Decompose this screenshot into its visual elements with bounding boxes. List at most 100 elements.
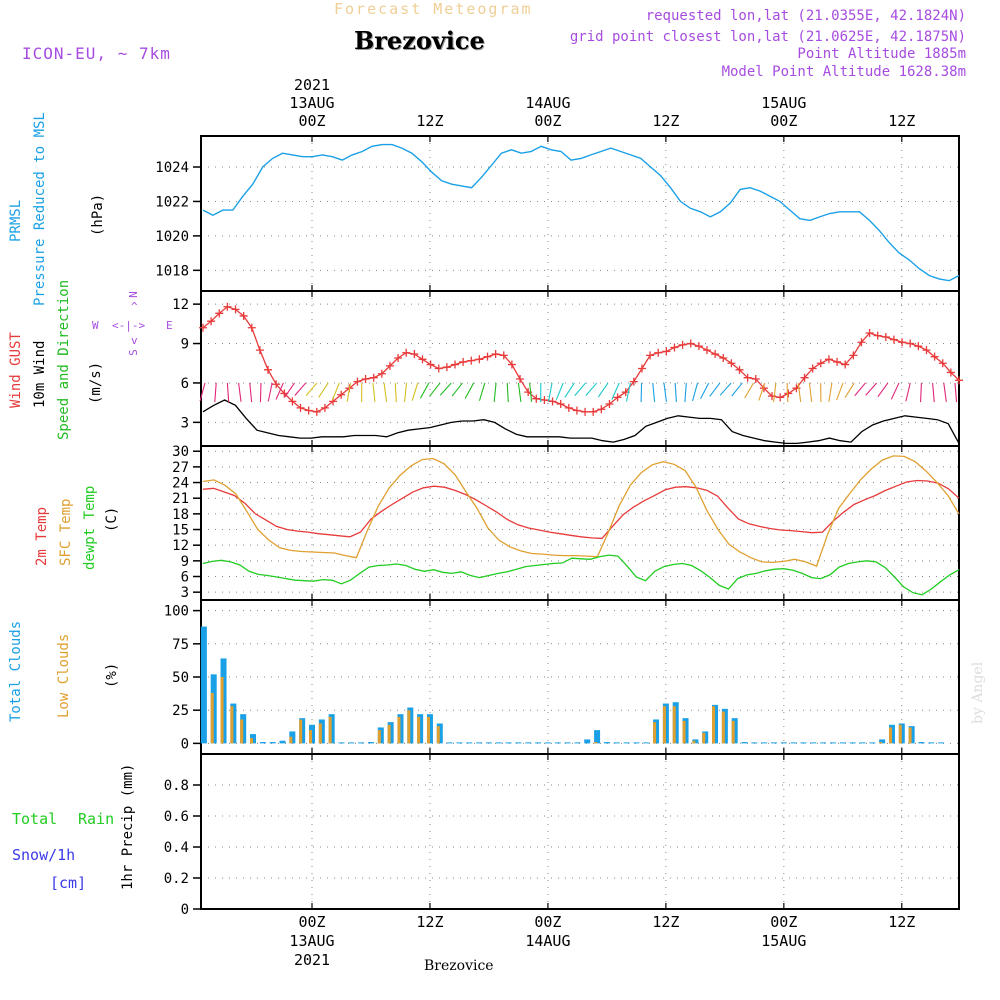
total-clouds-bar bbox=[928, 742, 935, 744]
gust-marker bbox=[808, 364, 817, 373]
wind-arrow bbox=[226, 382, 230, 403]
wind-arrow bbox=[692, 382, 699, 402]
compass-w: W bbox=[92, 319, 99, 332]
wind-arrow bbox=[493, 382, 497, 403]
wind-arrow bbox=[517, 382, 522, 402]
gust-marker bbox=[264, 365, 273, 374]
wind-arrow bbox=[684, 382, 687, 403]
gust-marker bbox=[239, 311, 248, 320]
y-tick-label: 6 bbox=[181, 570, 189, 586]
y-tick-label: 6 bbox=[181, 376, 189, 392]
wind-arrow bbox=[275, 382, 284, 400]
gust-marker bbox=[833, 357, 842, 366]
gust-marker bbox=[581, 407, 590, 416]
low-clouds-bar bbox=[407, 710, 411, 744]
gust-line bbox=[202, 306, 960, 413]
total-clouds-bar bbox=[259, 742, 266, 744]
gust-marker bbox=[654, 348, 663, 357]
low-clouds-bar bbox=[309, 730, 312, 744]
top-time-label-l3: 12Z bbox=[652, 112, 680, 130]
wind-arrow bbox=[214, 382, 217, 403]
wind-arrow bbox=[625, 382, 631, 402]
wind-line bbox=[202, 399, 960, 445]
panel-wind: 3 6 9 12 bbox=[172, 290, 960, 447]
compass-arrow: <-|-> bbox=[112, 319, 146, 332]
top-time-label-l2: 15AUG bbox=[761, 94, 807, 112]
wind-arrow bbox=[404, 382, 408, 403]
pressure-line bbox=[202, 143, 960, 282]
total-clouds-bar bbox=[761, 742, 768, 744]
wind-arrow bbox=[529, 382, 533, 403]
y-tick-label: 18 bbox=[172, 507, 189, 523]
wind-arrow bbox=[506, 382, 509, 403]
wind-arrow bbox=[674, 382, 677, 403]
total-clouds-bar bbox=[613, 742, 620, 744]
total-clouds-bar bbox=[584, 739, 591, 744]
y-tick-label: 0.6 bbox=[164, 809, 189, 825]
total-clouds-bar bbox=[456, 742, 463, 744]
y-tick-label: 0 bbox=[181, 902, 189, 918]
gust-marker bbox=[873, 331, 882, 340]
bottom-time-label-l1: 12Z bbox=[888, 913, 916, 931]
gust-marker bbox=[247, 323, 256, 332]
gust-marker bbox=[938, 359, 947, 368]
y-tick-label: 1018 bbox=[155, 263, 189, 279]
total-clouds-bar bbox=[525, 742, 532, 744]
gust-marker bbox=[686, 339, 695, 348]
gust-marker bbox=[589, 407, 598, 416]
gust-marker bbox=[800, 373, 809, 382]
total-clouds-bar bbox=[505, 742, 512, 744]
gust-marker bbox=[272, 380, 281, 389]
wind-arrow bbox=[478, 382, 486, 401]
wind-arrow bbox=[758, 382, 766, 401]
gust-marker bbox=[231, 305, 240, 314]
y-tick-label: 27 bbox=[172, 460, 189, 476]
bottom-time-label-l1: 00Z bbox=[534, 913, 562, 931]
low-clouds-bar bbox=[721, 711, 725, 744]
low-clouds-bar bbox=[672, 706, 676, 744]
gust-marker bbox=[426, 360, 435, 369]
low-clouds-bar bbox=[682, 720, 686, 744]
bottom-time-label-l1: 12Z bbox=[652, 913, 680, 931]
total-clouds-bar bbox=[564, 742, 571, 744]
gust-marker bbox=[857, 338, 866, 347]
wind-arrow bbox=[709, 382, 721, 397]
total-clouds-bar bbox=[810, 742, 817, 744]
total-clouds-bar bbox=[200, 626, 207, 744]
wind-arrow bbox=[346, 382, 352, 402]
gust-marker bbox=[670, 343, 679, 352]
gust-marker bbox=[442, 363, 451, 372]
gust-marker bbox=[930, 352, 939, 361]
wind-arrow bbox=[836, 382, 844, 401]
y-tick-label: 21 bbox=[172, 491, 189, 507]
wind-arrow bbox=[294, 382, 307, 396]
low-clouds-bar bbox=[731, 720, 735, 744]
wind-arrow bbox=[663, 382, 667, 402]
precip-total-label: Total bbox=[12, 810, 58, 828]
wind-arrow bbox=[464, 382, 475, 399]
gust-marker bbox=[662, 347, 671, 356]
top-time-label-l3: 00Z bbox=[534, 112, 562, 130]
total-clouds-bar bbox=[633, 742, 640, 744]
total-clouds-bar bbox=[839, 742, 846, 744]
panel-precipitation: 0 0.2 0.4 0.6 0.8 bbox=[164, 753, 960, 918]
wind-arrow bbox=[411, 382, 419, 401]
gust-marker bbox=[434, 364, 443, 373]
total-clouds-bar bbox=[338, 742, 345, 744]
total-clouds-bar bbox=[938, 742, 945, 744]
gust-marker bbox=[548, 397, 557, 406]
gust-marker bbox=[353, 377, 362, 386]
gust-marker bbox=[751, 375, 760, 384]
gust-marker bbox=[312, 407, 321, 416]
total-clouds-bar bbox=[466, 742, 473, 744]
wind-arrow bbox=[744, 382, 754, 399]
bottom-time-label-l2: 15AUG bbox=[761, 932, 807, 950]
total-clouds-bar bbox=[348, 742, 355, 744]
low-clouds-bar bbox=[712, 706, 716, 744]
gust-marker bbox=[516, 375, 525, 384]
gust-marker bbox=[694, 342, 703, 351]
gust-marker bbox=[572, 406, 581, 415]
low-clouds-bar bbox=[898, 724, 902, 744]
wind-arrow bbox=[611, 382, 620, 400]
low-clouds-bar bbox=[240, 719, 244, 744]
